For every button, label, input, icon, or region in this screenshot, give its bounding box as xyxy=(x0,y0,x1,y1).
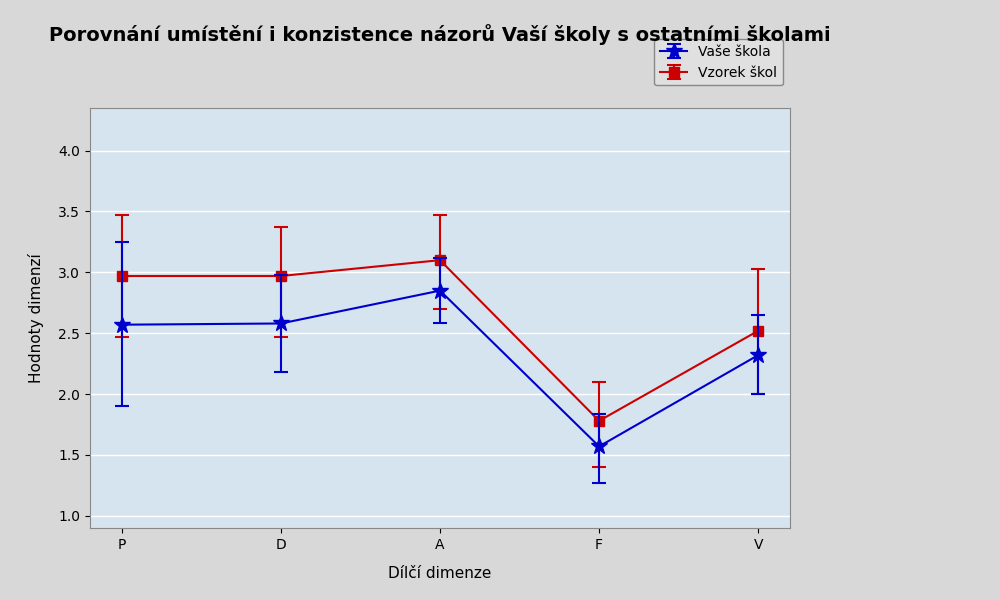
X-axis label: Dílčí dimenze: Dílčí dimenze xyxy=(388,566,492,581)
Y-axis label: Hodnoty dimenzí: Hodnoty dimenzí xyxy=(28,253,44,383)
Text: Porovnání umístění i konzistence názorů Vaší školy s ostatními školami: Porovnání umístění i konzistence názorů … xyxy=(49,24,831,45)
Legend: Vaše škola, Vzorek škol: Vaše škola, Vzorek škol xyxy=(654,40,783,85)
